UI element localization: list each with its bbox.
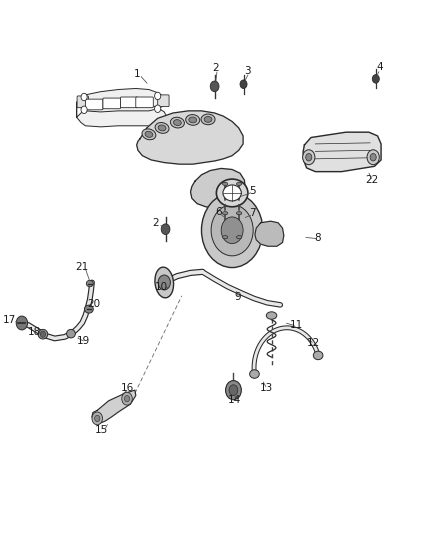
Circle shape [158, 275, 170, 290]
Text: 7: 7 [249, 208, 256, 218]
Ellipse shape [237, 236, 242, 239]
Circle shape [155, 92, 161, 100]
Text: 22: 22 [365, 175, 378, 185]
Ellipse shape [186, 115, 200, 125]
Text: 8: 8 [314, 233, 321, 243]
FancyBboxPatch shape [103, 98, 120, 109]
Circle shape [201, 193, 263, 268]
Text: 13: 13 [260, 383, 273, 393]
Ellipse shape [155, 267, 173, 298]
Ellipse shape [204, 117, 212, 122]
Circle shape [155, 105, 161, 112]
FancyBboxPatch shape [120, 97, 138, 108]
Text: 6: 6 [215, 207, 222, 217]
Polygon shape [92, 390, 136, 424]
Polygon shape [77, 88, 166, 127]
Text: 4: 4 [376, 62, 383, 72]
Ellipse shape [142, 129, 156, 140]
Text: 17: 17 [3, 315, 16, 325]
Text: 2: 2 [152, 218, 159, 228]
Circle shape [16, 316, 28, 330]
Ellipse shape [201, 114, 215, 125]
Ellipse shape [145, 131, 153, 138]
Circle shape [372, 75, 379, 83]
Ellipse shape [223, 185, 241, 201]
Ellipse shape [85, 305, 93, 313]
FancyBboxPatch shape [136, 97, 153, 108]
Text: 20: 20 [87, 299, 100, 309]
Text: 3: 3 [244, 67, 251, 76]
Circle shape [92, 412, 102, 425]
Ellipse shape [38, 329, 48, 339]
Text: 5: 5 [249, 186, 256, 196]
Ellipse shape [158, 125, 166, 131]
Text: 15: 15 [95, 425, 108, 434]
Text: 2: 2 [212, 63, 219, 73]
Ellipse shape [173, 119, 181, 126]
Text: 12: 12 [307, 338, 320, 348]
Text: 21: 21 [75, 262, 88, 271]
Circle shape [367, 150, 379, 165]
Ellipse shape [223, 236, 228, 239]
Circle shape [306, 154, 312, 161]
Ellipse shape [189, 117, 197, 123]
Ellipse shape [223, 182, 228, 185]
Ellipse shape [237, 212, 242, 215]
Ellipse shape [250, 370, 259, 378]
Circle shape [221, 217, 243, 244]
Circle shape [226, 381, 241, 400]
Text: 9: 9 [234, 293, 241, 302]
Ellipse shape [155, 123, 169, 133]
Text: 19: 19 [77, 336, 90, 346]
Polygon shape [303, 132, 381, 172]
Ellipse shape [223, 212, 228, 215]
FancyBboxPatch shape [158, 95, 169, 107]
Text: 14: 14 [228, 395, 241, 405]
Ellipse shape [170, 117, 184, 128]
Circle shape [95, 415, 100, 422]
Ellipse shape [266, 312, 277, 319]
Polygon shape [255, 221, 284, 246]
Circle shape [124, 395, 130, 402]
Ellipse shape [67, 329, 75, 338]
Text: 18: 18 [28, 327, 41, 337]
Polygon shape [191, 168, 245, 208]
Circle shape [240, 80, 247, 88]
Text: 1: 1 [133, 69, 140, 78]
Circle shape [303, 150, 315, 165]
Circle shape [161, 224, 170, 235]
Ellipse shape [313, 351, 323, 360]
Circle shape [40, 331, 46, 337]
FancyBboxPatch shape [85, 99, 103, 110]
Text: 10: 10 [155, 282, 168, 292]
Ellipse shape [216, 179, 248, 207]
Circle shape [81, 106, 87, 114]
Circle shape [229, 385, 238, 395]
Circle shape [122, 392, 132, 405]
Ellipse shape [237, 182, 242, 185]
Circle shape [211, 205, 253, 256]
Text: 16: 16 [120, 383, 134, 393]
Polygon shape [137, 111, 243, 164]
FancyBboxPatch shape [77, 96, 88, 108]
Text: 11: 11 [290, 320, 303, 330]
Circle shape [370, 154, 376, 161]
Circle shape [81, 93, 87, 101]
Ellipse shape [86, 280, 93, 287]
Circle shape [210, 81, 219, 92]
